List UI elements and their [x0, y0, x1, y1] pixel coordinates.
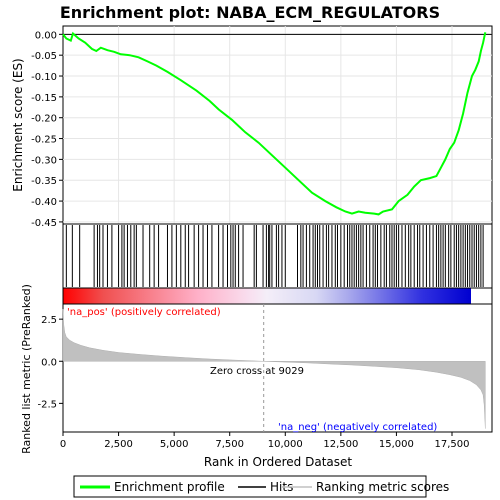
es-tick-label: -0.05 [31, 51, 57, 62]
pos-correlated-label: 'na_pos' (positively correlated) [67, 307, 221, 318]
ranking-tick-label: -2.5 [37, 399, 57, 410]
ranking-x-ticks: 0 2,500 5,000 7,500 10,000 12,500 15,000 17,500 [60, 432, 469, 450]
x-tick-label: 5,000 [160, 439, 189, 450]
x-tick-label: 12,500 [323, 439, 358, 450]
neg-correlated-label: 'na_neg' (negatively correlated) [278, 422, 437, 433]
ranking-metric-area [62, 309, 486, 429]
es-tick-label: -0.15 [31, 93, 57, 104]
x-tick-label: 7,500 [215, 439, 244, 450]
rank-colorbar [62, 287, 493, 305]
x-tick-label: 17,500 [434, 439, 469, 450]
ranking-tick-label: 0.0 [41, 357, 57, 368]
es-panel-frame [62, 25, 493, 225]
enrichment-profile-line [62, 31, 487, 216]
es-tick-label: 0.00 [35, 30, 57, 41]
es-tick-label: -0.45 [31, 218, 57, 229]
ranking-xlabel: Rank in Ordered Dataset [204, 455, 352, 469]
x-tick-label: 10,000 [268, 439, 303, 450]
ranking-panel: 2.5 0.0 -2.5 0 2,500 5,000 7,500 10,000 12,500 1… [20, 284, 493, 469]
ranking-tick-label: 2.5 [41, 315, 57, 326]
es-tick-label: -0.35 [31, 176, 57, 187]
ranking-ylabel: Ranked list metric (PreRanked) [20, 284, 33, 454]
es-tick-label: -0.20 [31, 114, 57, 125]
hits-panel [62, 223, 493, 289]
es-tick-label: -0.10 [31, 72, 57, 83]
legend-enrichment-label: Enrichment profile [114, 480, 225, 494]
legend-ranking-label: Ranking metric scores [316, 480, 449, 494]
zero-cross-label: Zero cross at 9029 [210, 366, 304, 377]
x-tick-label: 2,500 [104, 439, 133, 450]
rank-colorbar-gradient [63, 288, 471, 304]
hits-marks [65, 225, 484, 287]
x-tick-label: 15,000 [379, 439, 414, 450]
legend-hits-label: Hits [270, 480, 293, 494]
ranking-y-ticks: 2.5 0.0 -2.5 [37, 315, 63, 410]
es-ylabel: Enrichment score (ES) [11, 58, 25, 191]
es-panel: 0.00 -0.05 -0.10 -0.15 -0.20 -0.25 -0.30 -0.35 -… [11, 25, 493, 229]
es-tick-label: -0.40 [31, 197, 57, 208]
x-tick-label: 0 [60, 439, 66, 450]
es-y-ticks: 0.00 -0.05 -0.10 -0.15 -0.20 -0.25 -0.30 -0.35 -… [31, 30, 63, 229]
es-tick-label: -0.25 [31, 135, 57, 146]
chart-title: Enrichment plot: NABA_ECM_REGULATORS [60, 3, 440, 22]
es-tick-label: -0.30 [31, 155, 57, 166]
legend: Enrichment profile Hits Ranking metric s… [73, 475, 449, 498]
